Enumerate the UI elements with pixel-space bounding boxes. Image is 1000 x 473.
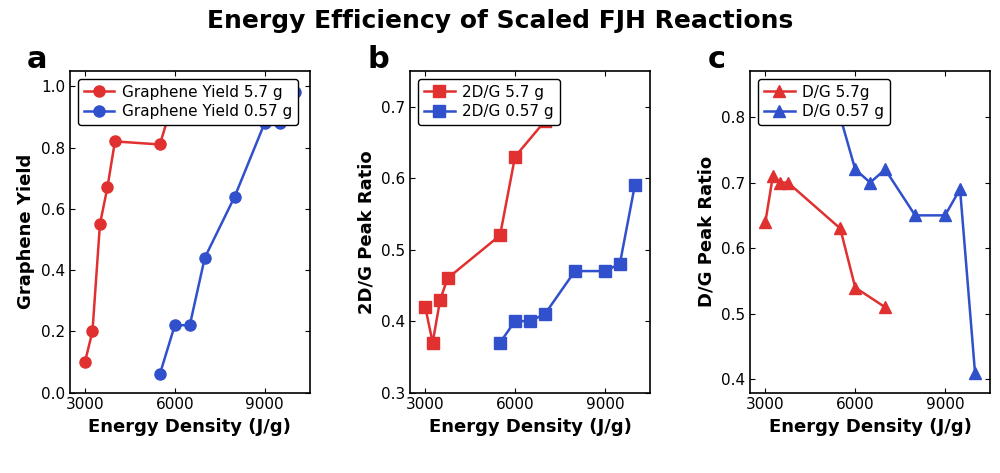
2D/G 0.57 g (599, 268, 611, 274)
D/G 5.7g (834, 226, 846, 231)
Graphene Yield 0.57 g (274, 120, 286, 126)
D/G 5.7g (782, 180, 794, 185)
D/G 0.57 g (939, 212, 951, 218)
2D/G 0.57 g (614, 261, 626, 267)
X-axis label: Energy Density (J/g): Energy Density (J/g) (88, 418, 291, 436)
Line: Graphene Yield 5.7 g: Graphene Yield 5.7 g (79, 87, 210, 368)
D/G 0.57 g (909, 212, 921, 218)
Legend: D/G 5.7g, D/G 0.57 g: D/G 5.7g, D/G 0.57 g (758, 79, 890, 125)
D/G 0.57 g (849, 166, 861, 172)
Graphene Yield 5.7 g (94, 221, 106, 227)
2D/G 0.57 g (494, 340, 506, 345)
D/G 0.57 g (969, 370, 981, 376)
Text: a: a (27, 45, 47, 74)
D/G 0.57 g (954, 186, 966, 192)
Legend: 2D/G 5.7 g, 2D/G 0.57 g: 2D/G 5.7 g, 2D/G 0.57 g (418, 79, 560, 125)
Graphene Yield 0.57 g (259, 120, 271, 126)
Graphene Yield 0.57 g (184, 323, 196, 328)
Graphene Yield 0.57 g (169, 323, 181, 328)
Graphene Yield 5.7 g (101, 184, 113, 190)
2D/G 5.7 g (434, 297, 446, 303)
Graphene Yield 0.57 g (154, 371, 166, 377)
Graphene Yield 0.57 g (229, 194, 241, 200)
X-axis label: Energy Density (J/g): Energy Density (J/g) (429, 418, 631, 436)
2D/G 5.7 g (494, 233, 506, 238)
D/G 5.7g (849, 285, 861, 290)
2D/G 0.57 g (539, 311, 551, 317)
D/G 0.57 g (879, 166, 891, 172)
Graphene Yield 5.7 g (154, 141, 166, 147)
Line: Graphene Yield 0.57 g: Graphene Yield 0.57 g (154, 87, 300, 380)
D/G 0.57 g (864, 180, 876, 185)
Graphene Yield 5.7 g (79, 359, 91, 365)
2D/G 0.57 g (524, 318, 536, 324)
Y-axis label: Graphene Yield: Graphene Yield (17, 154, 35, 309)
2D/G 5.7 g (539, 118, 551, 124)
Text: Energy Efficiency of Scaled FJH Reactions: Energy Efficiency of Scaled FJH Reaction… (207, 9, 793, 34)
2D/G 0.57 g (629, 183, 641, 188)
Legend: Graphene Yield 5.7 g, Graphene Yield 0.57 g: Graphene Yield 5.7 g, Graphene Yield 0.5… (78, 79, 298, 125)
2D/G 5.7 g (419, 304, 431, 310)
Text: b: b (367, 45, 389, 74)
Graphene Yield 5.7 g (199, 89, 211, 95)
Line: 2D/G 5.7 g: 2D/G 5.7 g (420, 115, 551, 348)
Line: D/G 5.7g: D/G 5.7g (760, 170, 891, 313)
D/G 5.7g (759, 219, 771, 225)
Graphene Yield 5.7 g (109, 139, 121, 144)
Graphene Yield 0.57 g (199, 255, 211, 261)
Line: 2D/G 0.57 g: 2D/G 0.57 g (494, 180, 640, 348)
D/G 5.7g (767, 173, 779, 179)
Y-axis label: D/G Peak Ratio: D/G Peak Ratio (698, 156, 716, 307)
Graphene Yield 5.7 g (86, 328, 98, 334)
Graphene Yield 0.57 g (289, 89, 301, 95)
Y-axis label: 2D/G Peak Ratio: 2D/G Peak Ratio (358, 150, 376, 314)
Line: D/G 0.57 g: D/G 0.57 g (835, 111, 981, 378)
D/G 0.57 g (834, 114, 846, 120)
Graphene Yield 5.7 g (169, 93, 181, 98)
D/G 5.7g (774, 180, 786, 185)
2D/G 0.57 g (509, 318, 521, 324)
D/G 5.7g (879, 305, 891, 310)
Text: c: c (707, 45, 725, 74)
2D/G 5.7 g (427, 340, 439, 345)
X-axis label: Energy Density (J/g): Energy Density (J/g) (769, 418, 972, 436)
2D/G 5.7 g (509, 154, 521, 159)
2D/G 0.57 g (569, 268, 581, 274)
2D/G 5.7 g (442, 275, 454, 281)
